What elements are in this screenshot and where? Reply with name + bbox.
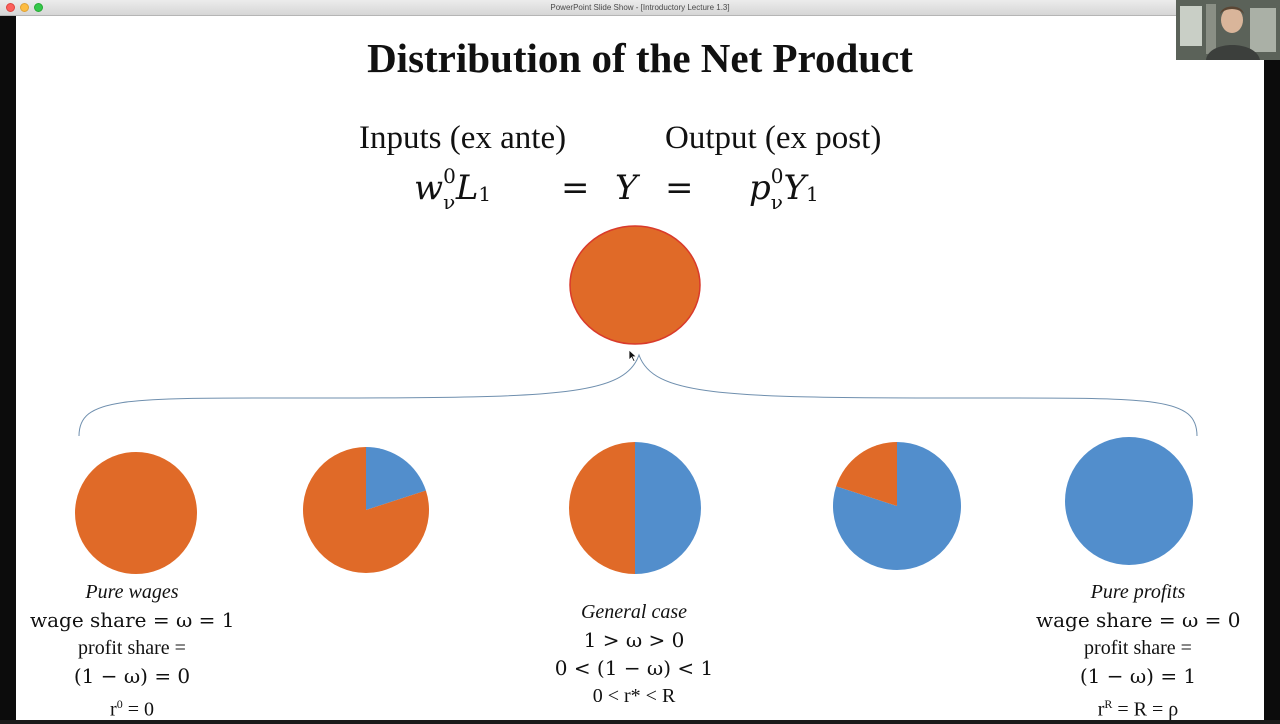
rate-base: r bbox=[1097, 698, 1105, 721]
pie-pure-wages bbox=[75, 452, 197, 574]
pure-wages-profit-share: profit share = bbox=[78, 637, 186, 659]
rate-sup: 0 bbox=[116, 697, 123, 711]
pie-wages-80 bbox=[303, 447, 430, 574]
pure-wages-profit-value: (1 − ω) = 0 bbox=[73, 664, 191, 688]
eq-rhs-sub: ν bbox=[770, 190, 783, 214]
pure-profits-rate: rR = R = ρ bbox=[1036, 690, 1240, 724]
rate-rest: = 0 bbox=[122, 698, 154, 721]
webcam-feed-image bbox=[1176, 0, 1280, 60]
general-case-rate: 0 < r* < R bbox=[592, 685, 676, 707]
eq-lhs-sup: 0 bbox=[443, 164, 456, 188]
equation-eq2: = bbox=[665, 168, 694, 208]
pure-wages-wage-share: wage share = ω = 1 bbox=[30, 608, 235, 632]
eq-mid-var: Y bbox=[615, 168, 638, 208]
pie-charts bbox=[75, 437, 1193, 574]
eq-rhs-sub2: 1 bbox=[805, 182, 819, 206]
output-header: Output (ex post) bbox=[665, 120, 882, 156]
general-case-heading: General case bbox=[580, 601, 688, 623]
label-general-case: General case 1 > ω > 0 0 < (1 − ω) < 1 0… bbox=[532, 598, 736, 710]
profit-slice bbox=[832, 442, 961, 570]
right-letterbox bbox=[1264, 16, 1280, 720]
equation-mid: Y bbox=[615, 168, 637, 208]
eq-rhs-var2: Y bbox=[783, 168, 806, 208]
eq-lhs-sub2: 1 bbox=[478, 182, 492, 206]
pie-general-case bbox=[569, 442, 701, 574]
label-pure-wages: Pure wages wage share = ω = 1 profit sha… bbox=[30, 578, 234, 724]
profit-slice bbox=[1065, 437, 1193, 565]
minimize-window-button[interactable] bbox=[20, 3, 29, 12]
eq-lhs-var: w bbox=[414, 168, 444, 208]
pure-profits-profit-value: (1 − ω) = 1 bbox=[1079, 664, 1197, 688]
pure-wages-heading: Pure wages bbox=[85, 581, 179, 603]
profit-slice bbox=[366, 447, 426, 510]
rate-sup: R bbox=[1104, 697, 1113, 711]
eq-rhs-var: p bbox=[749, 168, 771, 208]
general-case-wage-share: 1 > ω > 0 bbox=[583, 628, 685, 652]
pure-profits-profit-share: profit share = bbox=[1084, 637, 1192, 659]
mouse-pointer-icon bbox=[628, 349, 638, 363]
eq-lhs-sub: ν bbox=[443, 190, 456, 214]
close-window-button[interactable] bbox=[6, 3, 15, 12]
slide-canvas[interactable] bbox=[16, 16, 1264, 720]
label-pure-profits: Pure profits wage share = ω = 0 profit s… bbox=[1036, 578, 1240, 724]
window-title: PowerPoint Slide Show - [Introductory Le… bbox=[550, 3, 730, 12]
wage-slice bbox=[75, 452, 197, 574]
pure-wages-rate: r0 = 0 bbox=[30, 690, 234, 724]
pure-profits-heading: Pure profits bbox=[1090, 581, 1186, 603]
rate-rest: = R = ρ bbox=[1112, 698, 1179, 721]
general-case-profit-share: 0 < (1 − ω) < 1 bbox=[554, 656, 714, 680]
window-titlebar: PowerPoint Slide Show - [Introductory Le… bbox=[0, 0, 1280, 16]
slide-title: Distribution of the Net Product bbox=[367, 35, 913, 81]
presenter-webcam bbox=[1176, 0, 1280, 60]
eq-rhs-sup: 0 bbox=[770, 164, 784, 188]
zoom-window-button[interactable] bbox=[34, 3, 43, 12]
eq-lhs-var2: L bbox=[455, 168, 479, 208]
wage-slice bbox=[569, 442, 635, 574]
left-letterbox bbox=[0, 16, 16, 720]
pure-profits-wage-share: wage share = ω = 0 bbox=[1036, 608, 1241, 632]
net-product-circle[interactable] bbox=[569, 225, 701, 345]
pie-pure-profits bbox=[1065, 437, 1193, 565]
equation-rhs: p0 ν Y1 bbox=[749, 164, 819, 214]
wage-slice bbox=[303, 447, 430, 574]
wage-slice bbox=[836, 442, 897, 506]
equation-lhs: w0 ν L1 bbox=[414, 164, 492, 214]
inputs-header: Inputs (ex ante) bbox=[359, 120, 567, 156]
pie-wages-20 bbox=[832, 442, 961, 570]
profit-slice bbox=[635, 442, 701, 574]
rate-base: r bbox=[110, 698, 117, 721]
equation-eq1: = bbox=[561, 168, 590, 208]
distribution-brace bbox=[78, 353, 1198, 437]
